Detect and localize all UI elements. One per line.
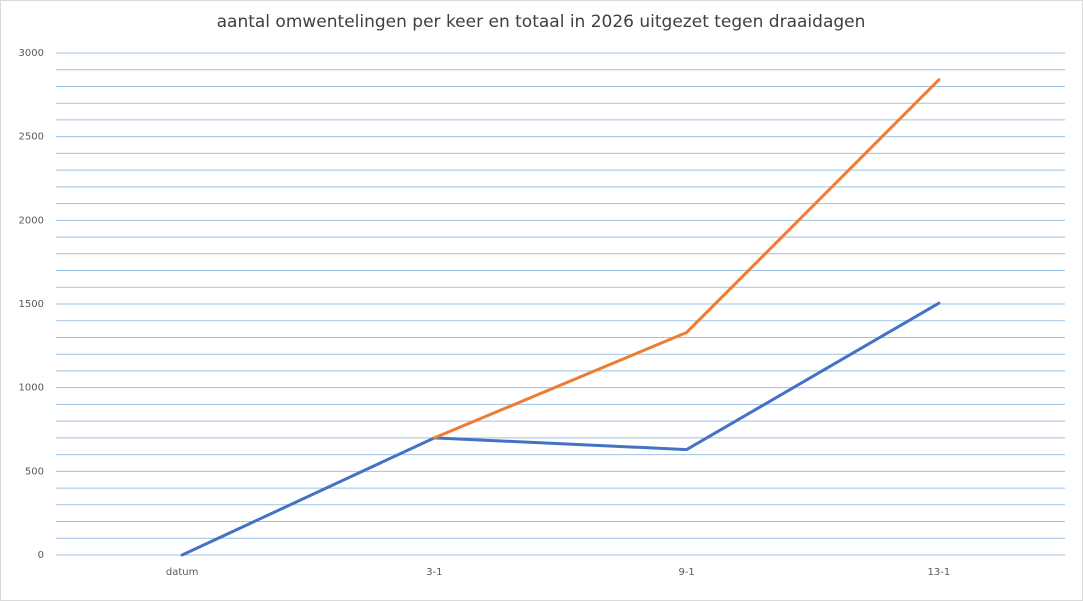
y-tick-label: 2000 xyxy=(19,215,44,226)
chart-title: aantal omwentelingen per keer en totaal … xyxy=(217,12,866,32)
y-tick-label: 2500 xyxy=(19,132,44,143)
x-tick-label: 13-1 xyxy=(928,567,951,578)
x-tick-label: 3-1 xyxy=(426,567,442,578)
series-line xyxy=(180,301,941,557)
x-tick-label: 9-1 xyxy=(678,567,694,578)
y-tick-label: 1000 xyxy=(19,383,44,394)
y-tick-label: 500 xyxy=(25,466,44,477)
y-tick-label: 3000 xyxy=(19,48,44,59)
series-line xyxy=(432,78,941,440)
y-tick-label: 1500 xyxy=(19,299,44,310)
y-tick-label: 0 xyxy=(38,550,44,561)
x-tick-label: datum xyxy=(166,567,198,578)
